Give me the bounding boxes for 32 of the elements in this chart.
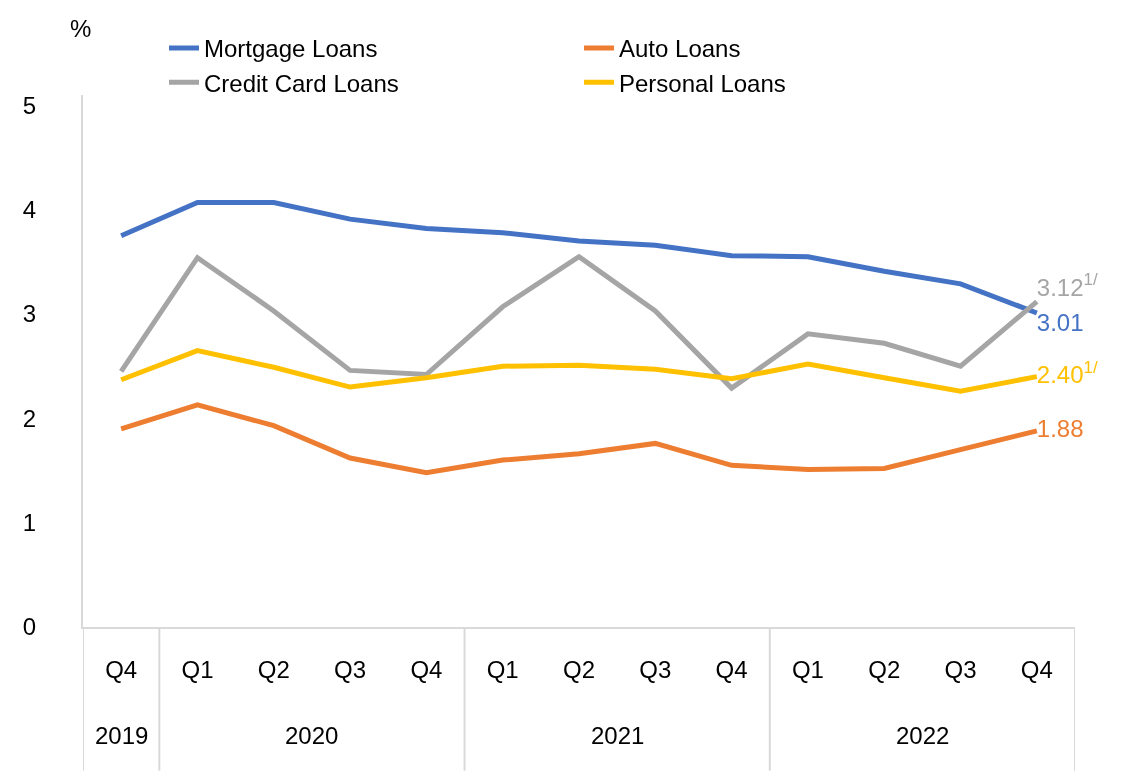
x-tick-label: Q2 [868,655,901,683]
x-tick-label: Q3 [334,655,367,683]
x-tick-label: Q2 [562,655,596,683]
text: 2019 [95,722,149,749]
legend-label: Mortgage Loans [204,35,378,63]
x-tick-label: Q4 [105,655,138,683]
text: 2022 [896,722,950,749]
x-tick-label: Q2 [257,655,290,683]
x-tick-label: Q1 [486,655,519,683]
y-tick-label: 2 [22,404,37,432]
y-tick-label: 4 [22,196,37,224]
y-tick-label: 0 [22,613,37,641]
x-tick-label: Q1 [181,655,214,683]
text: 2021 [591,722,645,749]
x-tick-label: Q4 [1020,655,1053,683]
legend-label: Personal Loans [619,69,786,97]
x-tick-label: Q4 [410,655,443,683]
legend-label: Credit Card Loans [204,69,399,97]
data-label: 2.40$^{1/}$ [1036,357,1098,388]
y-tick-label: 3 [22,300,37,328]
x-tick-label: Q4 [715,655,748,683]
legend-label: Auto Loans [619,35,741,63]
data-label: 3.12$^{1/}$ [1036,270,1098,301]
data-label: 3.01 [1036,309,1084,337]
x-tick-label: Q1 [791,655,824,683]
text: 2020 [285,722,339,749]
y-axis-title: % [70,15,92,42]
y-tick-label: 5 [22,91,37,119]
y-tick-label: 1 [22,509,37,537]
x-tick-label: Q3 [639,655,672,683]
data-label: 1.88 [1036,414,1084,442]
x-tick-label: Q3 [944,655,977,683]
